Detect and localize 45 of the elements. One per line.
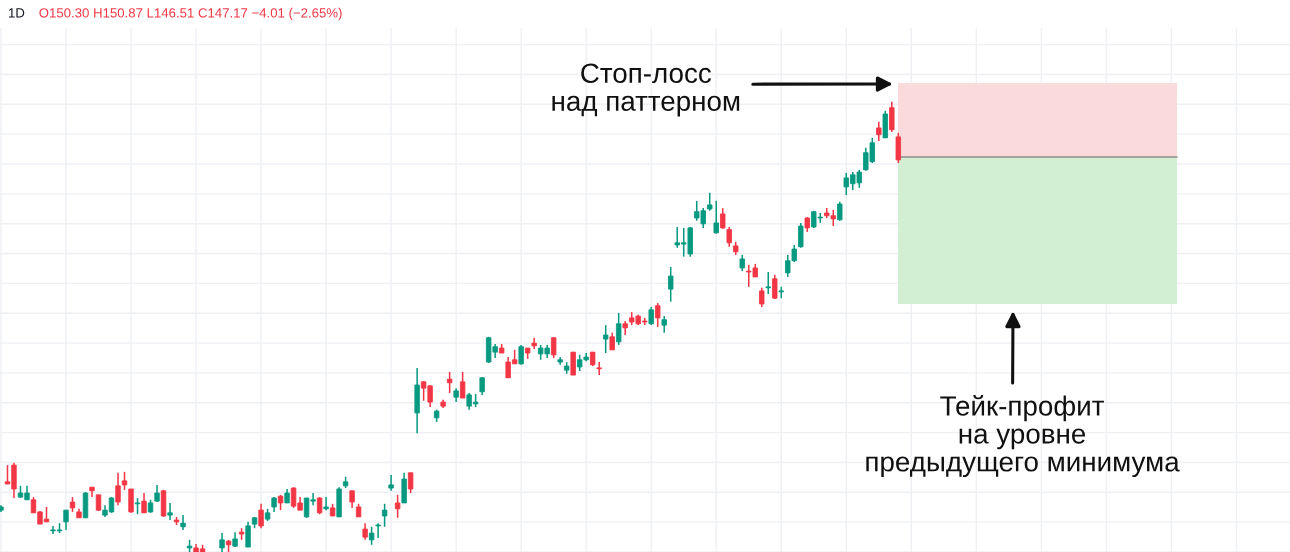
candlestick [375,522,381,539]
candlestick [388,474,394,492]
candlestick [323,496,329,511]
candlestick [895,132,901,164]
candlestick [778,286,784,299]
candlestick [550,336,557,359]
annotation: Стоп-лосс над паттерном [552,63,740,117]
candlestick [655,302,661,328]
candlestick [889,101,895,133]
candlestick [882,110,888,139]
candlestick [876,120,882,142]
candlestick [180,514,186,531]
candlestick [765,271,771,295]
candlestick [141,492,147,514]
candlestick [219,532,225,552]
candlestick [668,266,674,303]
text: O150.30 H150.87 L146.51 C147.17 −4.01 (−2.65%) [39,7,342,21]
candlestick [407,472,414,494]
candlestick [798,222,804,249]
candlestick [368,526,375,546]
candlestick [394,494,401,519]
candlestick [459,371,466,399]
annotation: Тейк-профит на уровне предыдущего минимума [866,394,1180,478]
candlestick [707,191,713,212]
candlestick [720,207,726,230]
candlestick [772,273,778,300]
candlestick [518,344,524,366]
candlestick [603,324,609,354]
candlestick [167,502,173,521]
candlestick [63,509,69,531]
candlestick [381,503,388,528]
candlestick [570,351,576,376]
candlestick [713,200,719,235]
candlestick [616,312,622,346]
candlestick [759,286,765,308]
candlestick [446,371,453,394]
candlestick [245,521,251,548]
candlestick [128,488,134,514]
text: 1D [9,8,25,18]
candlestick [258,503,264,529]
candlestick [401,472,407,504]
candlestick [837,201,843,222]
candlestick [648,306,654,326]
candlestick [726,226,732,248]
candlestick [596,361,602,376]
